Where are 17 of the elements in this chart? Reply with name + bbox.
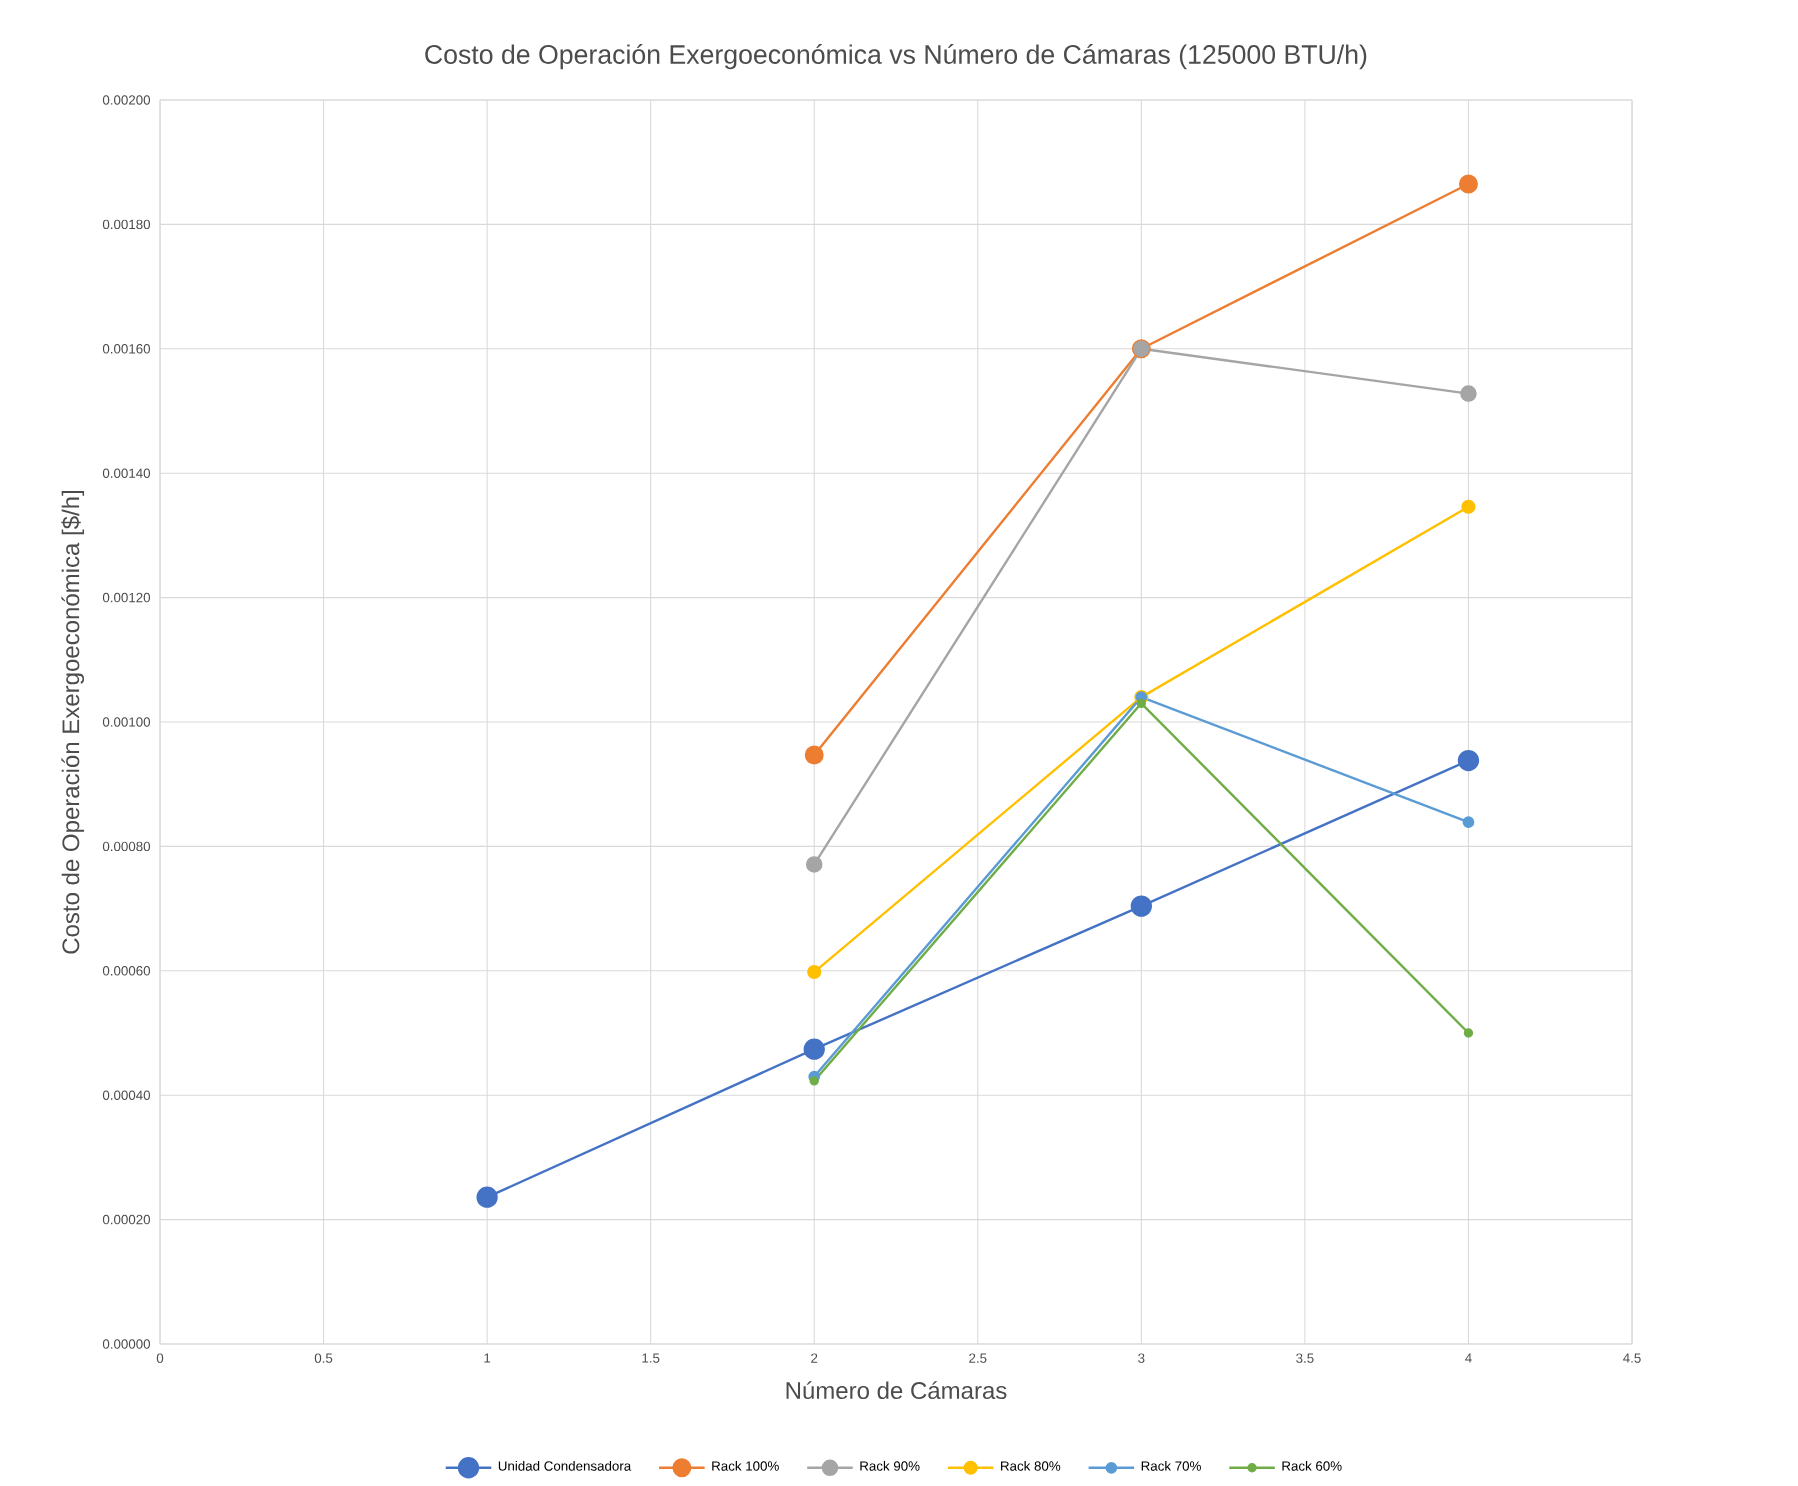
point [1463,1028,1474,1039]
point [1460,385,1477,403]
point [807,965,822,980]
point [1458,174,1478,194]
point [1461,500,1476,515]
point [1130,895,1152,918]
point [804,745,824,765]
x-axis-title: Número de Cámaras [786,1381,1007,1400]
point [803,1038,825,1061]
chart-title: Costo de Operación Exergoeconómica vs Número de Cámaras (125000 BTU/h) [425,44,1367,70]
point [1462,816,1475,829]
y-axis-title: Costo de Operación Exergoeconómica [$/h] [61,491,85,954]
point [1457,750,1480,772]
point [1136,699,1146,709]
point [476,1186,498,1209]
point [805,856,823,874]
point [809,1076,819,1086]
